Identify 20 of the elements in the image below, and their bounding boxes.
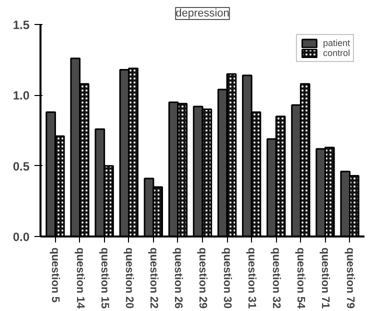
x-tick-label: question 79 bbox=[344, 248, 356, 309]
x-tick-label: question 22 bbox=[147, 248, 160, 309]
y-tick-label: 1.0 bbox=[12, 88, 30, 103]
legend-label: patient bbox=[322, 38, 350, 48]
x-tick-label: question 30 bbox=[221, 248, 234, 309]
x-tick-label: question 32 bbox=[270, 248, 282, 309]
x-tick-label: question 15 bbox=[98, 248, 110, 309]
x-tick-label: question 31 bbox=[246, 248, 258, 309]
chart-title: depression bbox=[176, 8, 230, 20]
x-tick-label: question 71 bbox=[319, 248, 332, 309]
x-tick-label: question 14 bbox=[74, 248, 86, 310]
legend-label: control bbox=[322, 48, 350, 58]
x-tick-label: question 26 bbox=[172, 248, 184, 309]
x-tick-label: question 5 bbox=[49, 248, 62, 303]
x-tick-label: question 20 bbox=[122, 248, 135, 309]
x-tick-label: question 54 bbox=[294, 248, 307, 310]
y-tick-label: 0.0 bbox=[12, 230, 30, 244]
y-tick-label: 0.5 bbox=[12, 159, 30, 174]
y-tick-label: 1.5 bbox=[12, 18, 30, 32]
x-tick-label: question 29 bbox=[196, 248, 208, 309]
